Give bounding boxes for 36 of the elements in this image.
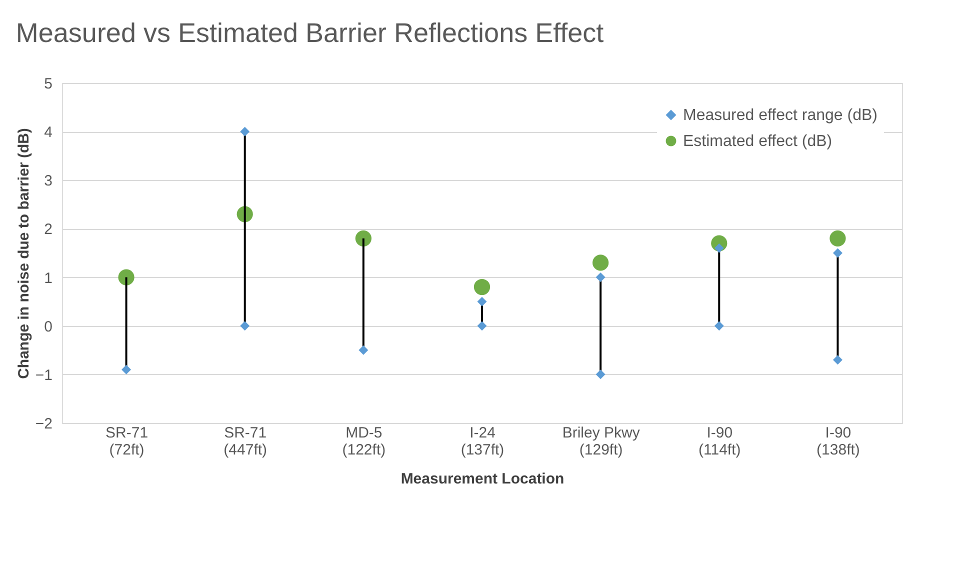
point (474, 278, 490, 296)
x-tick-label: SR-71 (72ft) (106, 424, 148, 458)
x-tick-label: I-90 (114ft) (698, 424, 741, 458)
x-tick-label: MD-5 (122ft) (342, 424, 386, 458)
point (240, 126, 250, 136)
point (477, 296, 487, 306)
y-tick-label: 2 (44, 221, 52, 238)
legend-label: Measured effect range (dB) (683, 107, 878, 124)
legend-label: Estimated effect (dB) (683, 133, 832, 150)
y-tick-label: 0 (44, 318, 52, 336)
point (240, 321, 250, 331)
x-tick-label: SR-71 (447ft) (224, 424, 268, 458)
y-tick-label: −1 (35, 366, 52, 384)
x-axis-title: Measurement Location (400, 470, 564, 488)
x-tick-label: I-24 (137ft) (460, 424, 504, 458)
y-tick-label: 4 (44, 124, 52, 142)
point (596, 370, 606, 380)
point (118, 269, 134, 286)
chart-title: Measured vs Estimated Barrier Reflections Effect (16, 18, 604, 48)
y-tick-label: 3 (44, 172, 52, 190)
point (355, 230, 372, 246)
y-axis-title: Change in noise due to barrier (dB) (15, 128, 32, 379)
point (832, 355, 842, 365)
y-tick-label: −2 (35, 416, 52, 432)
x-tick-label: Briley Pkwy (129ft) (562, 424, 640, 458)
point (714, 321, 724, 331)
x-tick-label: I-90 (138ft) (816, 424, 860, 458)
y-tick-label: 1 (44, 270, 52, 287)
point (477, 321, 487, 331)
y-tick-label: 5 (44, 76, 52, 92)
point (596, 272, 606, 282)
point (832, 248, 842, 258)
point (592, 254, 609, 271)
point (122, 364, 132, 374)
point (358, 345, 368, 355)
point (830, 230, 846, 246)
